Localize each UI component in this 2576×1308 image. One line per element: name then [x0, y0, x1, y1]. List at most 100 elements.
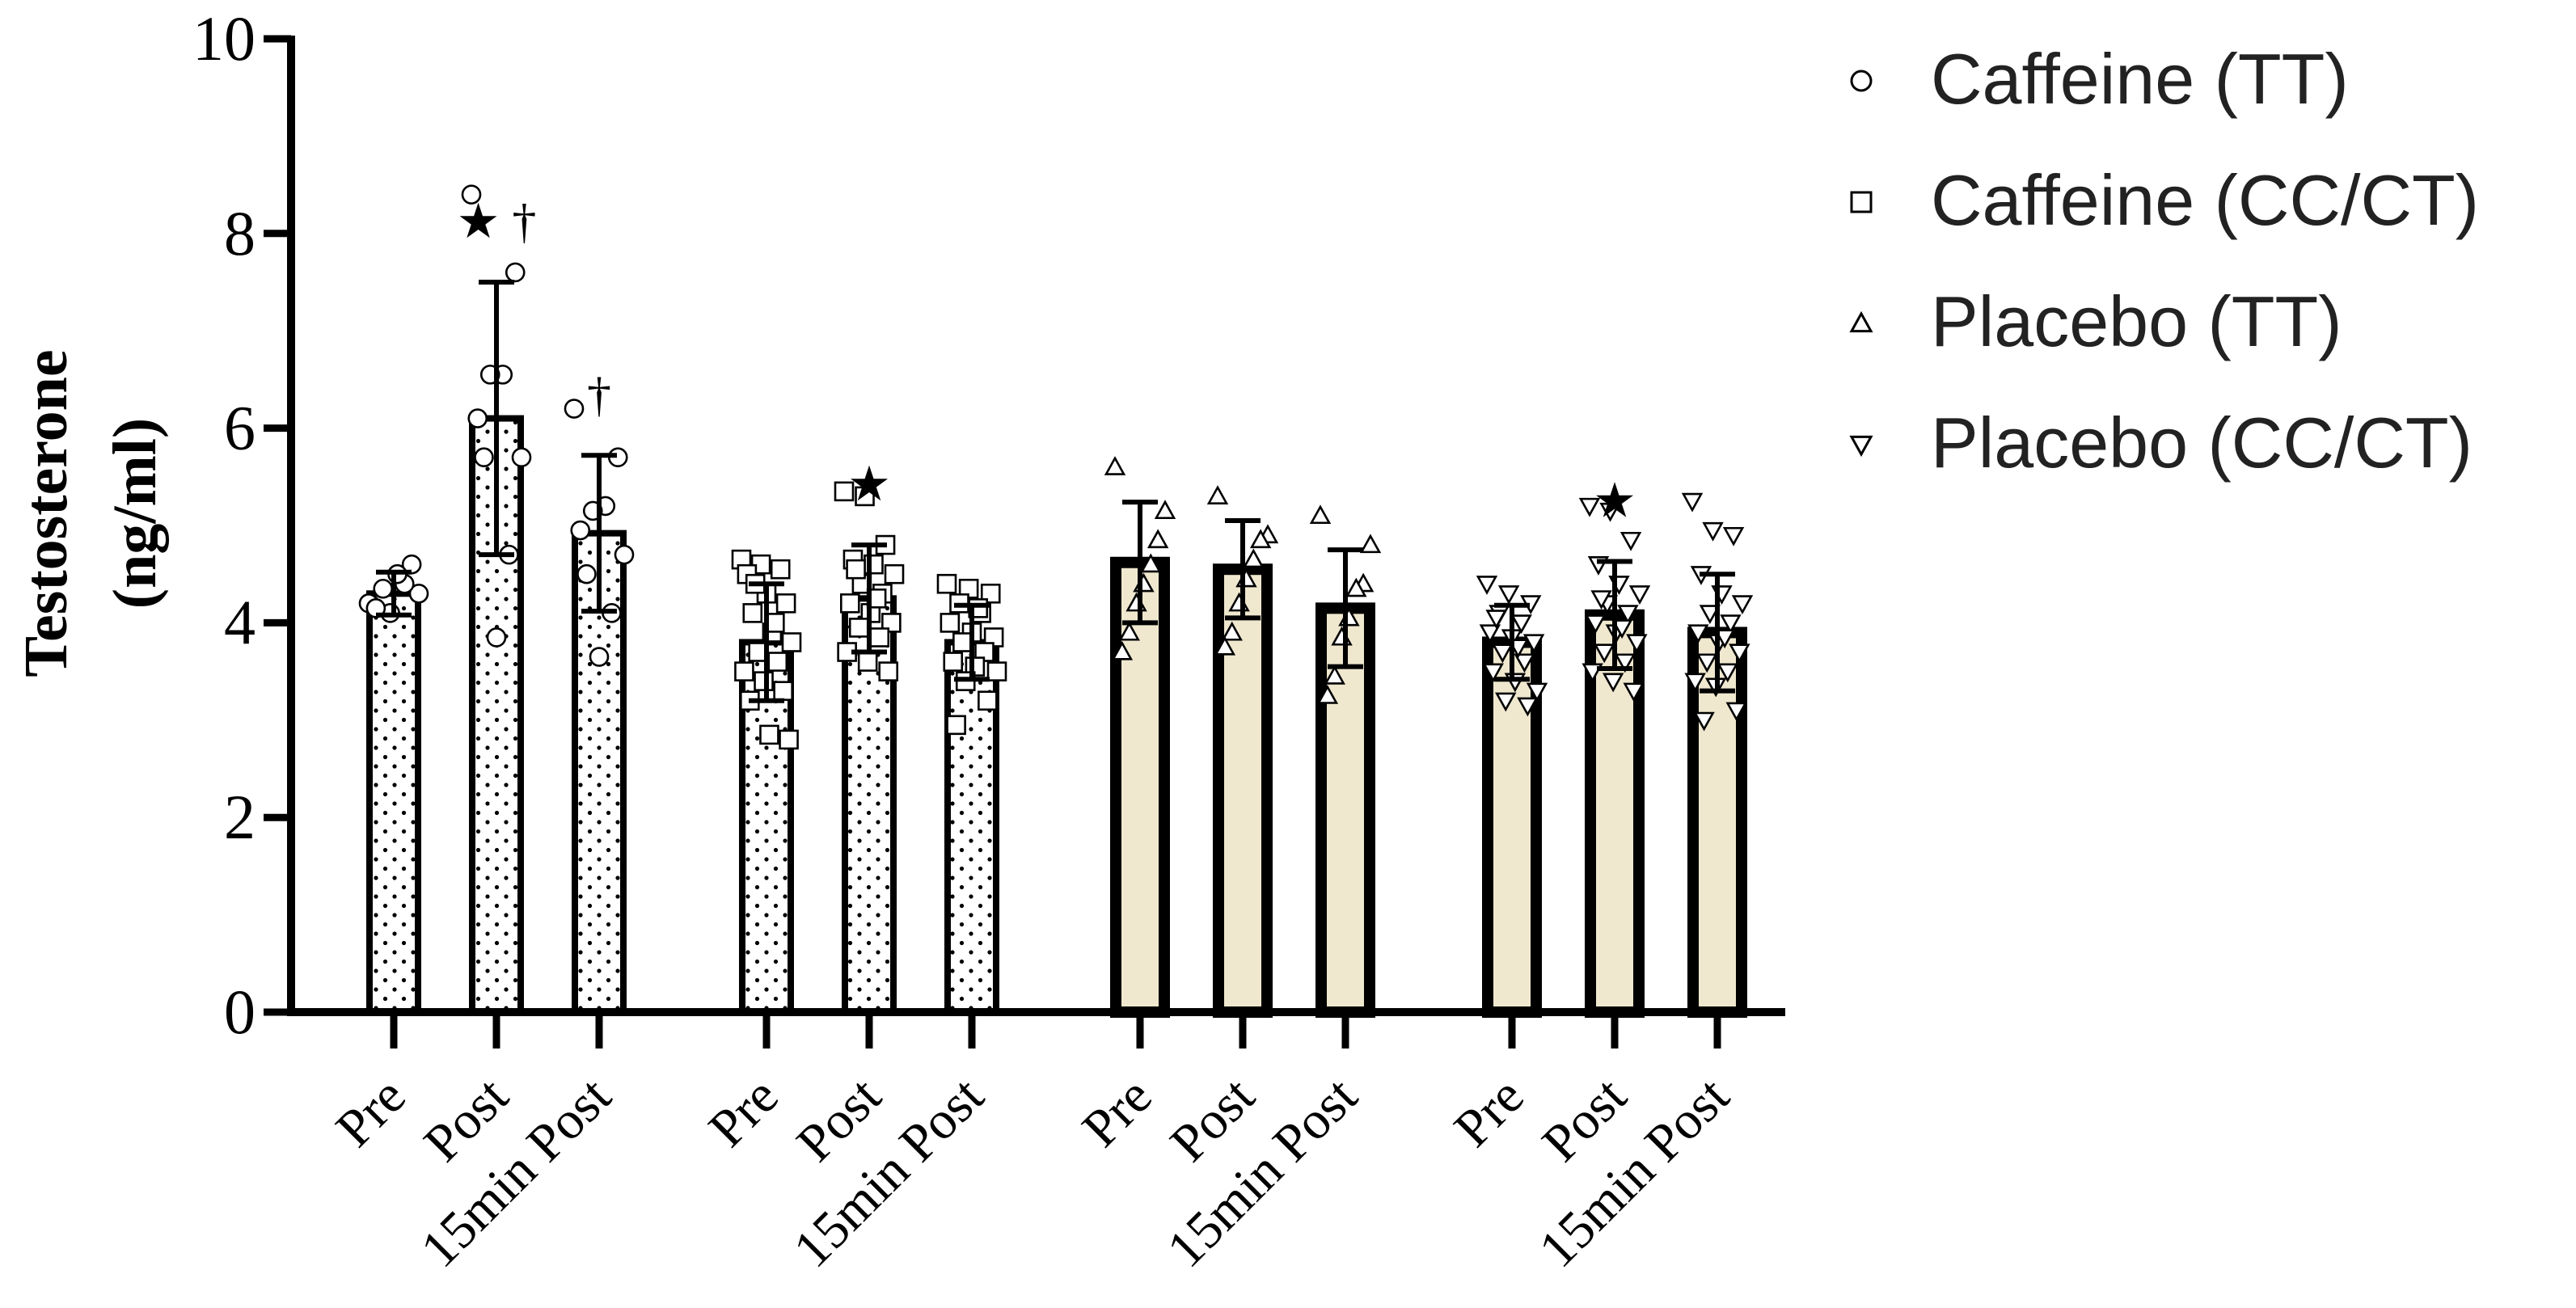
y-tick-label: 10 [192, 3, 255, 74]
data-point [1731, 595, 1754, 614]
data-point [767, 652, 788, 672]
y-tick-label: 4 [224, 587, 255, 657]
y-tick-label: 0 [224, 977, 255, 1047]
data-point [1479, 624, 1501, 644]
data-point [1345, 577, 1367, 597]
data-point [1720, 614, 1742, 635]
data-point [1495, 692, 1517, 712]
data-point [1243, 548, 1265, 568]
data-point [1206, 485, 1229, 504]
data-point [857, 652, 878, 672]
data-point [742, 603, 763, 623]
data-point [1590, 590, 1612, 610]
data-point [779, 729, 799, 750]
data-point [878, 661, 899, 681]
data-point [614, 544, 635, 565]
y-axis: 0 2 4 6 8 10 [192, 3, 295, 1047]
data-point [570, 520, 591, 541]
data-point [461, 184, 482, 205]
data-point [1628, 585, 1651, 605]
data-point [1154, 500, 1176, 520]
data-point [936, 573, 957, 594]
data-point [1623, 682, 1645, 703]
legend-label: Caffeine (CC/CT) [1931, 160, 2479, 240]
data-point [978, 690, 998, 711]
data-point [1517, 697, 1539, 717]
y-tick-label: 6 [224, 393, 255, 463]
bar [1110, 556, 1170, 1018]
data-point [1214, 635, 1236, 656]
data-point [1514, 653, 1535, 673]
data-point [1221, 621, 1243, 641]
data-point [1722, 526, 1745, 546]
data-point [1729, 643, 1750, 664]
data-point [1717, 663, 1738, 683]
data-point [754, 671, 774, 691]
data-point [881, 613, 902, 633]
data-point [1594, 643, 1615, 664]
data-point [986, 661, 1007, 681]
x-tick-label: Pre [1071, 1066, 1163, 1158]
data-point [1316, 685, 1339, 704]
y-axis-label: Testosterone (ng/ml) [12, 349, 169, 677]
data-point [373, 578, 394, 599]
bar [1687, 627, 1747, 1018]
data-point [1482, 663, 1504, 683]
data-point [576, 563, 597, 584]
data-point [846, 559, 866, 580]
data-point [1578, 497, 1601, 517]
data-point [1526, 682, 1548, 703]
data-point [1614, 653, 1636, 673]
x-tick-label: 15min Post [410, 1066, 623, 1279]
bars-layer [366, 415, 1747, 1019]
data-point [1626, 634, 1648, 654]
y-tick-label: 2 [224, 782, 255, 852]
data-point [1309, 504, 1332, 525]
data-point [1118, 621, 1140, 641]
data-point [1140, 553, 1162, 573]
data-point [1497, 585, 1520, 605]
x-tick-label: Pre [325, 1066, 417, 1158]
legend-label: Caffeine (TT) [1931, 39, 2349, 119]
x-tick-label: 15min Post [783, 1066, 995, 1279]
x-tick-label: 15min Post [1156, 1066, 1369, 1279]
data-point [1585, 614, 1607, 635]
data-point [401, 554, 422, 575]
data-point [589, 647, 610, 667]
data-point [511, 447, 532, 468]
data-point [952, 632, 973, 652]
data-point [1617, 605, 1639, 625]
data-point [1687, 624, 1709, 644]
data-point [1492, 643, 1514, 664]
data-point [943, 652, 964, 672]
data-point [1699, 605, 1721, 625]
significance-marker: ★ [847, 458, 891, 511]
data-point [1111, 640, 1134, 660]
data-point [980, 583, 1001, 604]
data-point [1611, 619, 1633, 639]
data-point [1725, 702, 1747, 722]
error-bars-layer [376, 280, 1735, 703]
y-axis-label-line2: (ng/ml) [101, 418, 169, 609]
data-point [1522, 634, 1545, 654]
legend-marker-triangle-up [1849, 310, 1873, 333]
y-axis-label-line1: Testosterone [12, 349, 80, 677]
data-point [1684, 673, 1706, 693]
data-point [773, 681, 793, 701]
data-point [848, 618, 869, 638]
data-point [940, 613, 961, 633]
data-point [1599, 502, 1621, 522]
x-tick-label: Pre [1443, 1066, 1535, 1158]
data-point [408, 583, 429, 604]
legend-label: Placebo (CC/CT) [1931, 403, 2473, 483]
data-point [1476, 576, 1498, 595]
legend-label: Placebo (TT) [1931, 281, 2342, 361]
legend-marker-circle [1850, 70, 1873, 92]
data-point [855, 486, 875, 507]
data-point [1602, 673, 1624, 693]
data-point [486, 627, 507, 648]
significance-annotations: ★ † † ★ ★ [457, 195, 1636, 528]
data-point [1681, 492, 1704, 513]
